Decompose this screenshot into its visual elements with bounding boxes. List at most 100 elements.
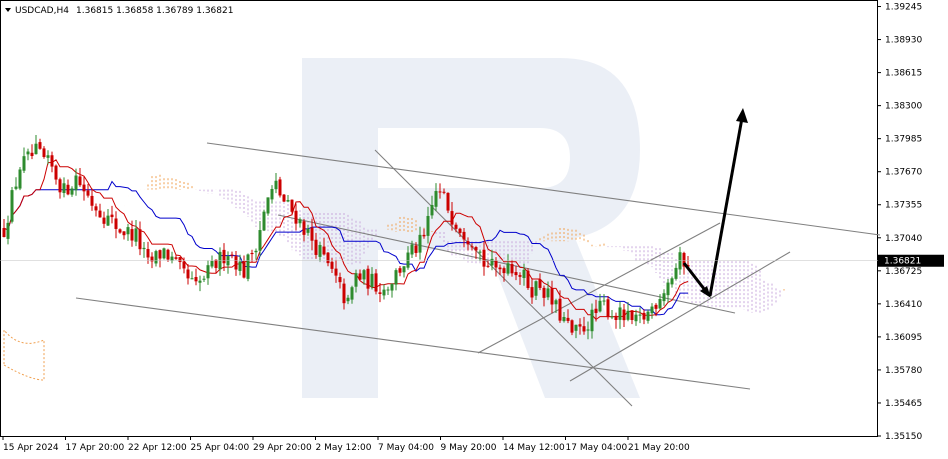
kijun-sen-line — [3, 180, 688, 316]
candle — [230, 251, 234, 259]
candle-body — [310, 227, 314, 241]
y-tick-label: 1.39245 — [885, 3, 922, 13]
candle-body — [574, 324, 578, 331]
candle — [62, 177, 66, 198]
candle-body — [398, 268, 402, 273]
dropdown-triangle-icon[interactable] — [5, 8, 11, 12]
candle — [618, 301, 622, 329]
x-tick-label: 25 Apr 04:00 — [191, 443, 250, 453]
candle-body — [638, 314, 642, 316]
y-tick-label: 1.35465 — [885, 399, 922, 409]
candle-body — [110, 214, 114, 218]
candle-body — [438, 191, 442, 193]
candle — [258, 221, 262, 257]
current-price-tag: 1.36821 — [0, 254, 944, 267]
candle-body — [682, 252, 686, 267]
candle-body — [474, 247, 478, 251]
candle-body — [626, 310, 630, 320]
candle-body — [326, 252, 330, 264]
candle-body — [194, 277, 198, 282]
candle — [346, 294, 350, 305]
candle-body — [586, 329, 590, 331]
candle — [326, 251, 330, 267]
candle-body — [418, 234, 422, 253]
candle — [134, 220, 138, 247]
candle — [318, 241, 322, 262]
candle-body — [506, 263, 510, 274]
candle-body — [630, 310, 634, 320]
candle — [622, 303, 626, 328]
candle — [390, 283, 394, 298]
candle — [94, 203, 98, 217]
x-tick-label: 22 Apr 12:00 — [128, 443, 187, 453]
candle-body — [318, 245, 322, 257]
candle-body — [198, 280, 202, 283]
candle — [402, 266, 406, 278]
candle-body — [98, 210, 102, 218]
candle-body — [214, 259, 218, 268]
candle-body — [30, 152, 34, 157]
watermark-logo — [302, 58, 640, 398]
candle-body — [422, 234, 426, 237]
candle-body — [162, 248, 166, 259]
candle — [542, 285, 546, 307]
candle-body — [606, 299, 610, 318]
candle — [130, 220, 134, 247]
candle-body — [406, 252, 410, 268]
candle-body — [470, 246, 474, 248]
candle — [202, 275, 206, 283]
candle-body — [166, 249, 170, 260]
candle-body — [270, 188, 274, 200]
y-tick-label: 1.38930 — [885, 36, 922, 46]
candle-body — [662, 293, 666, 302]
candle — [386, 286, 390, 295]
symbol-timeframe: USDCAD,H4 — [15, 6, 69, 16]
candle — [566, 309, 570, 324]
candle — [422, 228, 426, 239]
candle — [14, 177, 18, 191]
candle-body — [346, 297, 350, 302]
candle-body — [210, 260, 214, 267]
candle — [546, 281, 550, 301]
candle-body — [2, 227, 6, 238]
candle-body — [534, 281, 538, 296]
candle — [182, 257, 186, 274]
y-tick-label: 1.37355 — [885, 201, 922, 211]
candle — [494, 257, 498, 277]
candle-body — [402, 266, 406, 273]
candle-body — [334, 268, 338, 276]
candle-body — [646, 311, 650, 321]
ohlc-values: 1.36815 1.36858 1.36789 1.36821 — [76, 6, 233, 16]
candle — [418, 226, 422, 260]
candle — [630, 310, 634, 325]
candle-body — [186, 269, 190, 279]
candle — [590, 303, 594, 339]
x-tick-label: 14 May 12:00 — [503, 443, 565, 453]
candle-body — [486, 265, 490, 267]
candle — [250, 249, 254, 263]
candle — [550, 280, 554, 314]
candle-body — [666, 282, 670, 296]
candle-body — [466, 241, 470, 245]
candle-body — [14, 186, 18, 189]
candle-body — [170, 256, 174, 261]
x-tick-label: 29 Apr 20:00 — [253, 443, 312, 453]
candle-body — [122, 231, 126, 236]
candle — [46, 150, 50, 165]
candle-body — [322, 246, 326, 255]
y-tick-label: 1.37670 — [885, 168, 922, 178]
candle-body — [6, 222, 10, 239]
candle-body — [266, 197, 270, 214]
candle — [370, 267, 374, 290]
candle-body — [34, 143, 38, 155]
candle — [482, 241, 486, 276]
candle-body — [526, 270, 530, 289]
trend-channel-line — [477, 222, 721, 354]
candle — [498, 264, 502, 276]
candle-body — [282, 194, 286, 202]
candle — [194, 268, 198, 286]
candle — [446, 192, 450, 214]
candle-body — [302, 221, 306, 235]
x-tick-label: 2 May 12:00 — [316, 443, 372, 453]
candle-body — [510, 264, 514, 274]
